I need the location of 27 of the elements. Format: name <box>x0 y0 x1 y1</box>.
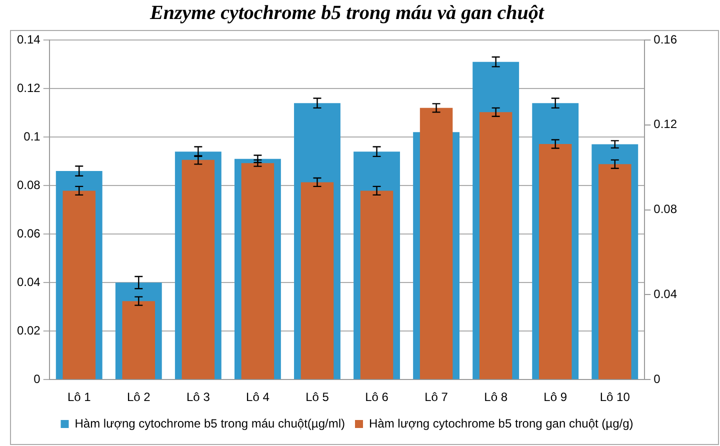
y-tick-label: 0.04 <box>16 274 41 289</box>
x-tick-label: Lô 3 <box>186 390 210 404</box>
x-tick-label: Lô 2 <box>126 390 151 404</box>
y-tick-label: 0.14 <box>16 32 41 46</box>
y-tick-label: 0.06 <box>16 226 41 240</box>
chart-title: Enzyme cytochrome b5 trong máu và gan chuột <box>149 2 546 24</box>
y-tick-label: 0.08 <box>16 178 41 192</box>
y-tick-label: 0 <box>34 372 41 386</box>
x-tick-label: Lô 9 <box>544 390 568 404</box>
y-tick-label: 0.12 <box>16 80 41 95</box>
y2-tick-label: 0.04 <box>654 287 678 302</box>
y2-tick-label: 0 <box>654 372 661 386</box>
x-tick-label: Lô 4 <box>246 390 270 404</box>
legend-label: Hàm lượng cytochrome b5 trong gan chuột (µg/g) <box>368 416 634 430</box>
y-tick-label: 0.1 <box>24 129 41 144</box>
x-tick-label: Lô 8 <box>484 390 508 404</box>
x-tick-label: Lô 5 <box>306 390 330 404</box>
x-tick-label: Lô 10 <box>600 390 630 404</box>
y-tick-label: 0.02 <box>16 323 41 338</box>
x-tick-label: Lô 6 <box>365 390 389 404</box>
y2-tick-label: 0.16 <box>654 32 678 46</box>
x-tick-label: Lô 7 <box>424 390 448 404</box>
x-tick-label: Lô 1 <box>67 390 92 404</box>
bar <box>300 182 334 380</box>
legend-label: Hàm lượng cytochrome b5 trong máu chuột(µg/ml) <box>74 416 345 430</box>
y2-tick-label: 0.08 <box>654 202 678 216</box>
y2-tick-label: 0.12 <box>654 117 678 132</box>
